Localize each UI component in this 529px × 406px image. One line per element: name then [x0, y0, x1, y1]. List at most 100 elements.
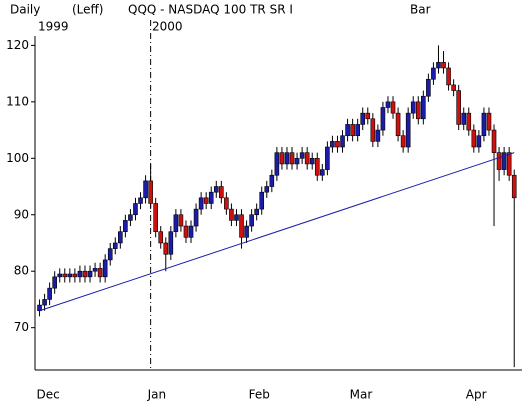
candle-body — [118, 231, 123, 244]
candle-body — [158, 231, 164, 244]
candle-body — [511, 174, 517, 199]
candle-body — [476, 135, 482, 148]
candle-body — [213, 186, 219, 193]
candle-body — [47, 287, 52, 300]
candle-body — [421, 95, 426, 120]
candle-body — [355, 124, 360, 137]
y-tick-label: 120 — [6, 38, 29, 52]
candle-body — [390, 101, 396, 114]
candle-body — [340, 135, 345, 148]
candle-body — [107, 248, 113, 261]
candle-body — [325, 146, 330, 170]
candle-body — [229, 208, 234, 221]
y-tick-label: 110 — [6, 94, 29, 108]
x-tick-label: Dec — [37, 388, 60, 402]
y-tick-label: 80 — [14, 264, 29, 278]
candle-body — [385, 101, 391, 108]
candle-body — [72, 273, 78, 278]
header-axis: (Leff) — [72, 3, 104, 17]
candle-body — [501, 152, 507, 170]
candle-body — [244, 225, 249, 238]
candle-body — [269, 174, 275, 187]
candle-body — [77, 270, 83, 278]
candle-body — [254, 208, 259, 216]
candle-body — [304, 152, 310, 165]
candle-body — [128, 214, 133, 221]
candle-body — [133, 203, 138, 216]
candle-body — [335, 141, 340, 148]
candle-body — [112, 242, 118, 249]
candle-body — [441, 62, 446, 69]
candle-body — [102, 259, 108, 278]
candle-body — [219, 186, 224, 199]
candle-body — [496, 152, 502, 170]
candle-body — [143, 180, 148, 199]
candle-body — [208, 191, 214, 204]
candle-body — [52, 276, 57, 289]
candle-body — [62, 273, 68, 278]
candle-body — [57, 273, 63, 278]
candle-body — [203, 197, 209, 204]
y-tick-label: 100 — [6, 151, 29, 165]
candle-body — [234, 214, 239, 221]
candle-body — [67, 273, 73, 278]
candle-body — [486, 112, 492, 131]
candle-body — [178, 214, 184, 227]
candle-body — [284, 152, 290, 165]
candle-body — [279, 152, 285, 165]
candle-body — [37, 304, 42, 312]
candle-body — [481, 112, 487, 137]
candle-body — [249, 214, 254, 227]
candle-body — [82, 270, 88, 278]
candle-body — [188, 225, 194, 238]
candle-body — [400, 135, 406, 148]
year-label: 1999 — [38, 20, 69, 34]
header-symbol: QQQ - NASDAQ 100 TR SR I — [128, 3, 293, 17]
candle-body — [274, 152, 280, 176]
y-tick-label: 90 — [14, 207, 29, 221]
x-tick-label: Feb — [249, 388, 270, 402]
candle-body — [42, 299, 47, 306]
candle-body — [198, 197, 204, 210]
candle-body — [163, 242, 169, 255]
candle-body — [360, 112, 366, 125]
candle-body — [456, 90, 461, 125]
candle-body — [471, 129, 477, 148]
candle-body — [87, 270, 93, 278]
candle-body — [446, 67, 451, 86]
candle-body — [345, 124, 350, 137]
candle-body — [309, 158, 315, 165]
candle-body — [173, 214, 179, 232]
candle-body — [123, 220, 128, 232]
candle-body — [491, 129, 497, 153]
header-period: Daily — [10, 3, 40, 17]
candle-body — [183, 225, 189, 238]
candle-body — [239, 214, 244, 238]
candle-body — [320, 169, 325, 176]
candle-body — [370, 118, 376, 142]
candle-body — [193, 208, 199, 227]
candle-body — [415, 101, 421, 120]
candle-body — [375, 129, 381, 142]
candle-body — [264, 186, 270, 193]
candle-body — [97, 268, 103, 278]
candle-body — [259, 191, 265, 210]
x-tick-label: Apr — [466, 388, 487, 402]
candle-body — [436, 62, 441, 69]
candle-body — [405, 112, 411, 148]
candle-body — [330, 141, 335, 148]
candle-body — [365, 112, 371, 120]
x-tick-label: Jan — [147, 388, 167, 402]
candle-body — [138, 197, 143, 204]
candle-body — [299, 152, 305, 159]
candle-body — [314, 158, 320, 176]
candle-body — [350, 124, 355, 137]
candle-body — [92, 268, 98, 272]
candle-body — [168, 231, 174, 255]
candle-body — [461, 112, 467, 125]
candle-body — [451, 84, 456, 91]
header-style: Bar — [410, 3, 431, 17]
candle-body — [380, 107, 386, 131]
candle-body — [153, 203, 158, 232]
